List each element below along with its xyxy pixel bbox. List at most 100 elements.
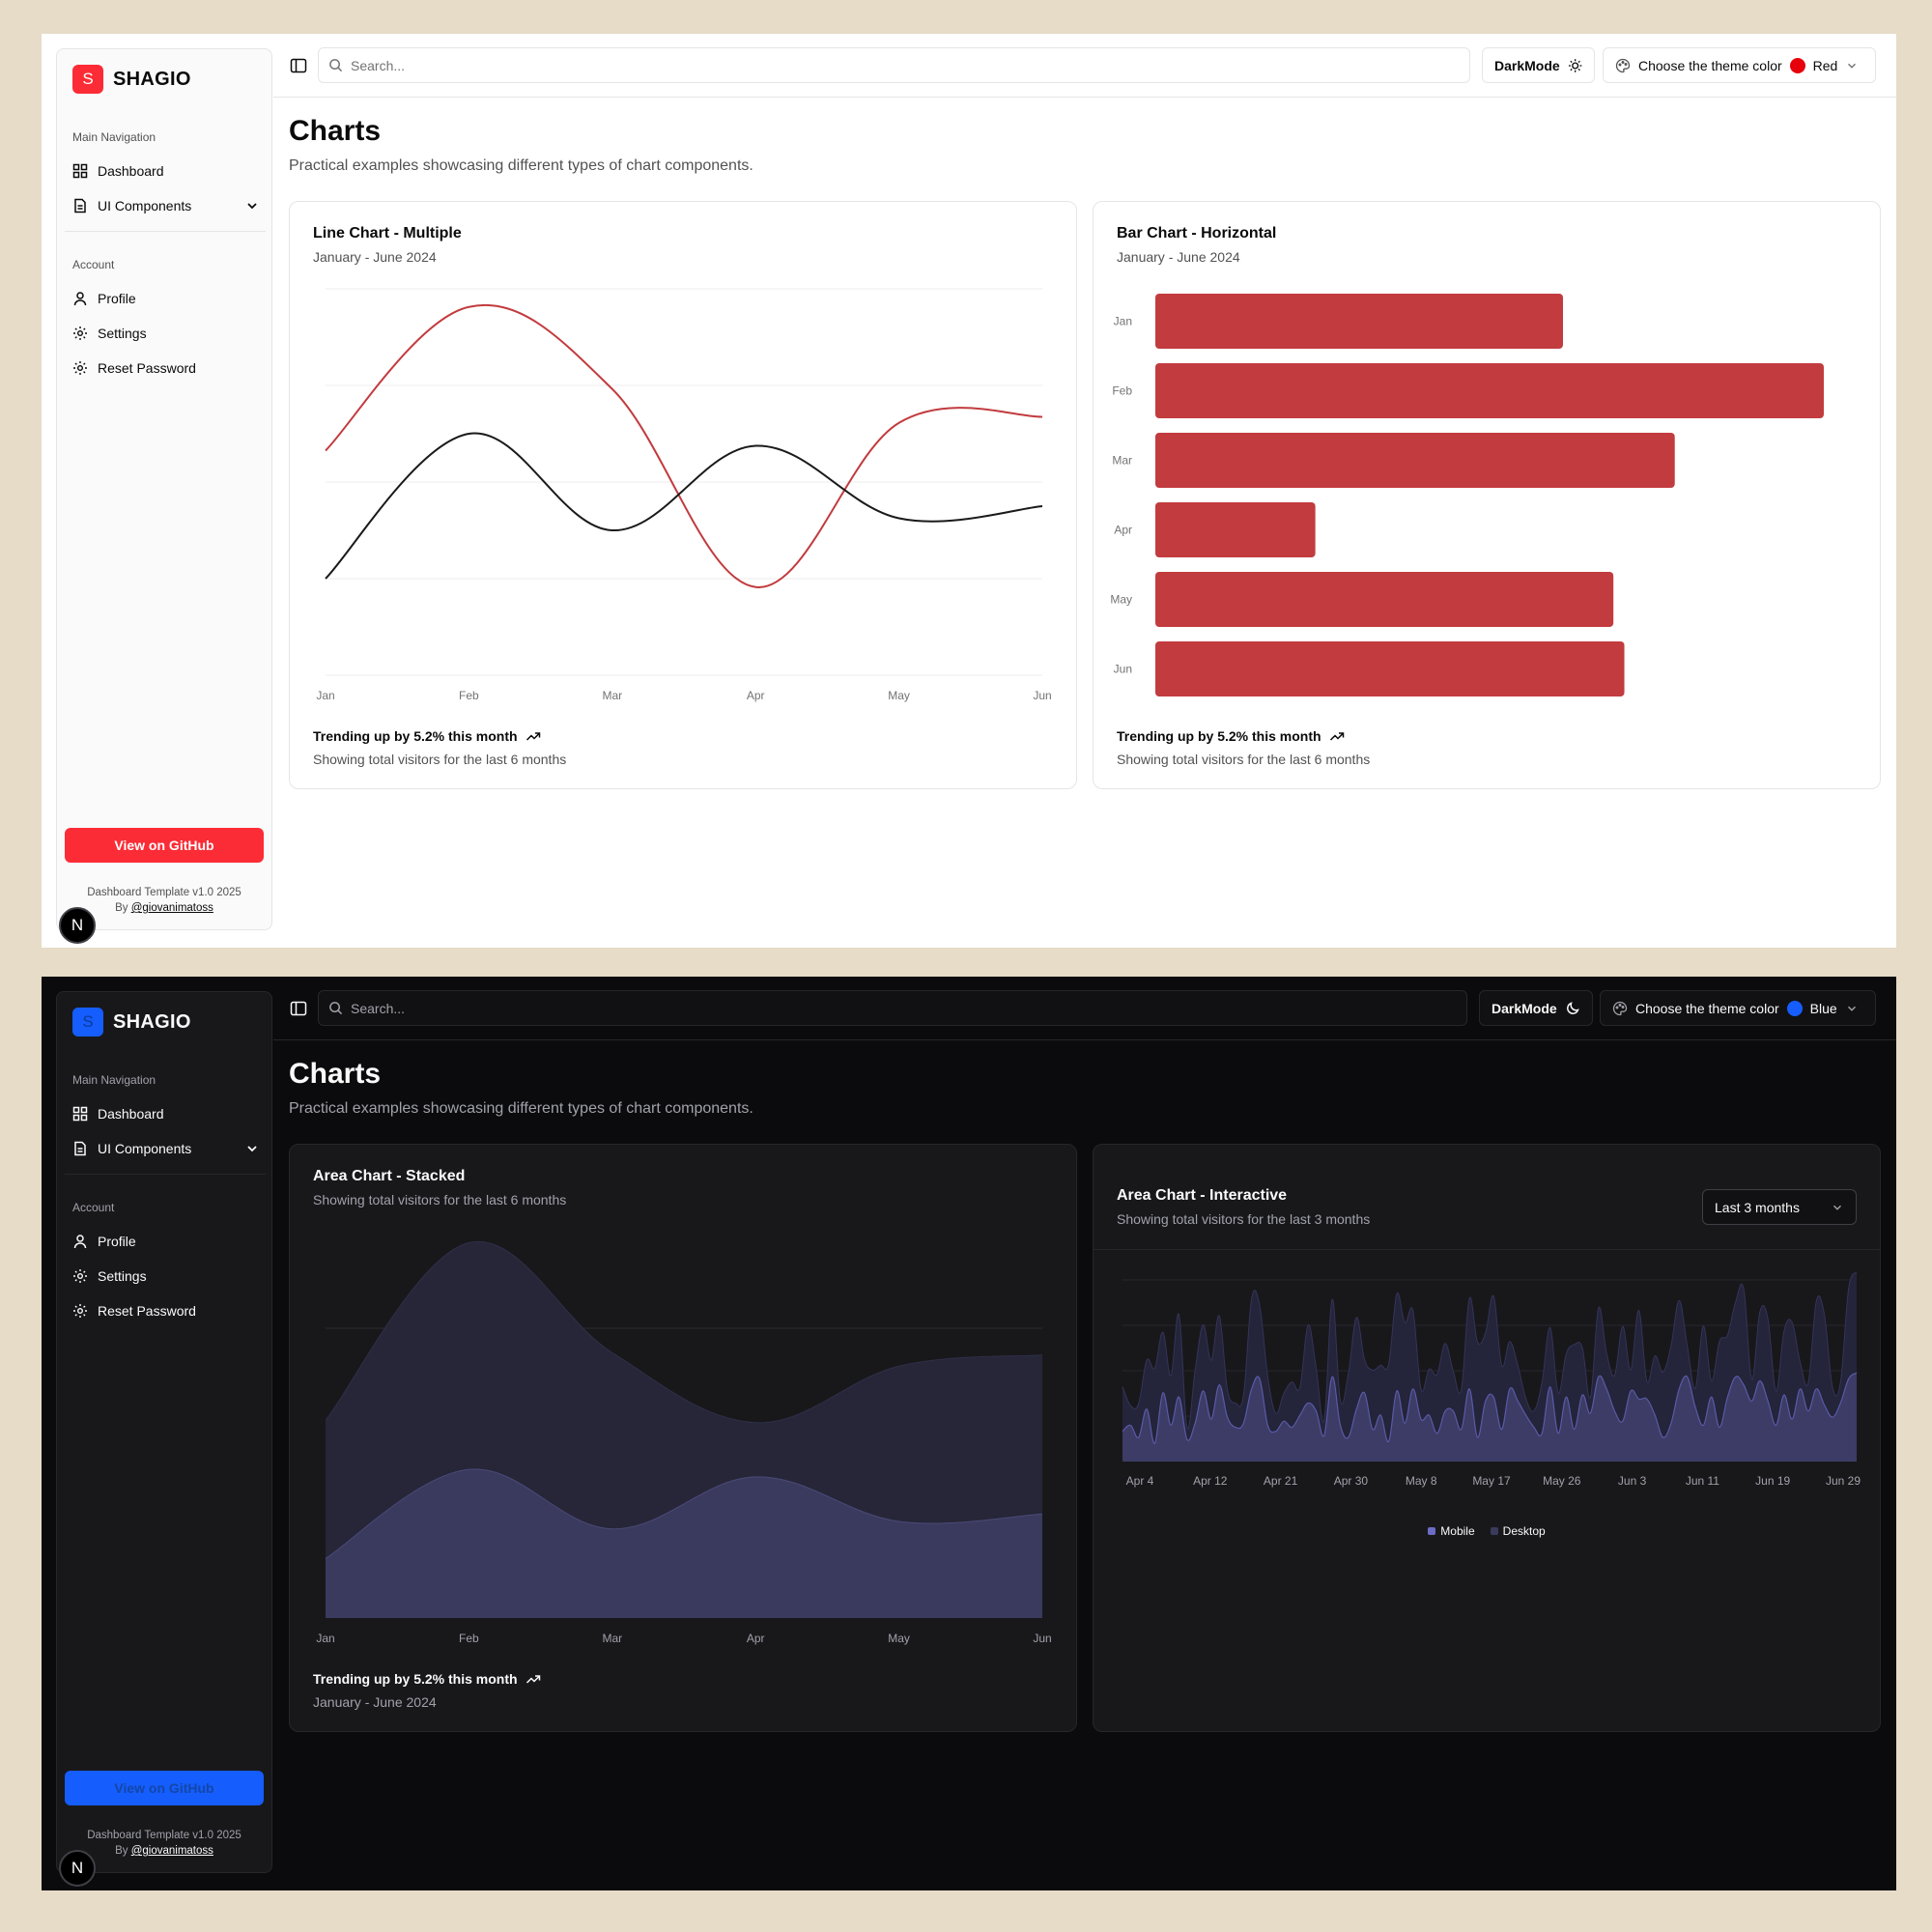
gear-icon [73, 327, 87, 340]
footer-author-line: By @giovanimatoss [65, 1843, 264, 1859]
card-footer-note: Showing total visitors for the last 6 mo… [313, 752, 567, 767]
y-tick-label: May [1110, 593, 1132, 607]
brand[interactable]: S SHAGIO [72, 1008, 191, 1037]
author-link[interactable]: @giovanimatoss [130, 1845, 213, 1857]
search-box[interactable] [318, 990, 1467, 1026]
author-link[interactable]: @giovanimatoss [130, 902, 213, 914]
area-series-1 [326, 1468, 1042, 1618]
grid-icon [72, 1106, 88, 1122]
legend-item-mobile: Mobile [1428, 1524, 1475, 1538]
trend-text: Trending up by 5.2% this month [313, 1671, 518, 1687]
line-series-1 [325, 304, 1043, 588]
x-tick-label: Apr [747, 689, 765, 702]
card-footer-note: January - June 2024 [313, 1694, 437, 1710]
card-title: Bar Chart - Horizontal [1117, 225, 1277, 242]
chevron-down-icon[interactable] [244, 198, 260, 213]
darkmode-toggle[interactable]: DarkMode [1482, 47, 1595, 83]
sidebar-toggle-icon[interactable] [290, 57, 307, 74]
page-subtitle: Practical examples showcasing different … [289, 157, 753, 174]
theme-color-select[interactable]: Choose the theme color Blue [1600, 990, 1876, 1026]
sidebar-item-dashboard[interactable]: Dashboard [72, 1096, 260, 1131]
moon-icon [1566, 1001, 1579, 1014]
card-title: Area Chart - Stacked [313, 1168, 466, 1184]
x-tick-label: Mar [602, 1632, 622, 1645]
area-stacked-chart: Jan Feb Mar Apr May Jun [316, 1240, 1052, 1645]
sidebar-item-reset-password[interactable]: Reset Password [72, 1293, 260, 1328]
x-tick-label: Mar [602, 689, 622, 702]
card-divider [1094, 1249, 1880, 1250]
card-title: Line Chart - Multiple [313, 225, 462, 242]
x-tick-label: Jun 3 [1618, 1474, 1647, 1488]
bar-chart-card: Bar Chart - Horizontal January - June 20… [1093, 201, 1881, 789]
x-tick-label: Jun 11 [1686, 1474, 1719, 1488]
sidebar-item-reset-password[interactable]: Reset Password [72, 351, 260, 385]
group-label-account: Account [72, 1201, 115, 1214]
sidebar-item-ui-components[interactable]: UI Components [72, 188, 260, 223]
bar [1155, 433, 1675, 488]
sidebar-item-settings[interactable]: Settings [72, 1259, 260, 1293]
file-icon [74, 1141, 86, 1156]
sidebar-footer: Dashboard Template v1.0 2025 By @giovani… [65, 885, 264, 916]
legend-label: Desktop [1502, 1524, 1546, 1538]
sidebar-item-label: Dashboard [98, 1106, 164, 1122]
area-series-2-edge [325, 1240, 1043, 1424]
sidebar-item-label: Reset Password [98, 1303, 196, 1319]
topbar: DarkMode Choose the theme color Red [273, 34, 1896, 98]
file-icon [74, 198, 86, 213]
n-badge[interactable]: N [59, 1850, 96, 1887]
search-icon [329, 1002, 343, 1015]
card-description: Showing total visitors for the last 6 mo… [313, 1192, 567, 1208]
trending-up-icon [526, 732, 540, 741]
chevron-down-icon[interactable] [244, 1141, 260, 1156]
sidebar-item-settings[interactable]: Settings [72, 316, 260, 351]
y-tick-label: Apr [1114, 524, 1132, 537]
trending-up-icon [1329, 732, 1344, 741]
card-footer-trend: Trending up by 5.2% this month [313, 1671, 541, 1687]
theme-label: Choose the theme color [1635, 1000, 1779, 1016]
y-tick-label: Jun [1114, 663, 1132, 676]
range-select[interactable]: Last 3 months [1702, 1189, 1857, 1225]
line-series-2 [325, 432, 1043, 580]
line-chart: Jan Feb Mar Apr May Jun [316, 288, 1052, 702]
range-value: Last 3 months [1715, 1199, 1800, 1215]
search-box[interactable] [318, 47, 1470, 83]
sidebar-item-label: UI Components [98, 1141, 192, 1156]
sidebar-toggle-icon[interactable] [290, 1000, 307, 1017]
theme-color-select[interactable]: Choose the theme color Red [1603, 47, 1876, 83]
bar-chart: Jan Feb Mar Apr May Jun [1110, 294, 1824, 696]
divider [65, 231, 266, 232]
search-input[interactable] [351, 57, 1220, 73]
theme-color-swatch [1789, 57, 1805, 73]
area-stacked-card: Area Chart - Stacked Showing total visit… [289, 1144, 1077, 1732]
x-tick-label: May 8 [1406, 1474, 1437, 1488]
search-icon [329, 59, 343, 72]
y-tick-label: Feb [1112, 384, 1132, 398]
x-tick-label: Jan [316, 1632, 334, 1645]
brand-logo: S [72, 1008, 103, 1037]
sidebar-item-label: UI Components [98, 198, 192, 213]
x-tick-label: May [888, 1632, 910, 1645]
sidebar-item-label: Profile [98, 291, 136, 306]
github-button[interactable]: View on GitHub [65, 828, 264, 863]
n-badge[interactable]: N [59, 907, 96, 944]
footer-author-line: By @giovanimatoss [65, 900, 264, 916]
darkmode-toggle[interactable]: DarkMode [1479, 990, 1593, 1026]
chart-legend: Mobile Desktop [1094, 1524, 1880, 1538]
sidebar-footer: Dashboard Template v1.0 2025 By @giovani… [65, 1828, 264, 1859]
card-description: January - June 2024 [313, 249, 437, 265]
x-tick-label: Apr 21 [1264, 1474, 1298, 1488]
sidebar-item-profile[interactable]: Profile [72, 1224, 260, 1259]
light-screen: S SHAGIO Main Navigation Dashboard UI Co… [42, 34, 1896, 948]
search-input[interactable] [351, 1000, 1220, 1016]
trend-text: Trending up by 5.2% this month [313, 728, 518, 744]
sidebar-item-dashboard[interactable]: Dashboard [72, 154, 260, 188]
group-label-account: Account [72, 258, 115, 271]
sidebar-item-label: Dashboard [98, 163, 164, 179]
github-button[interactable]: View on GitHub [65, 1771, 264, 1805]
sidebar-item-ui-components[interactable]: UI Components [72, 1131, 260, 1166]
sidebar-item-label: Settings [98, 326, 147, 341]
theme-value: Blue [1809, 1000, 1837, 1016]
x-tick-label: Apr 12 [1193, 1474, 1228, 1488]
brand[interactable]: S SHAGIO [72, 65, 191, 94]
sidebar-item-profile[interactable]: Profile [72, 281, 260, 316]
